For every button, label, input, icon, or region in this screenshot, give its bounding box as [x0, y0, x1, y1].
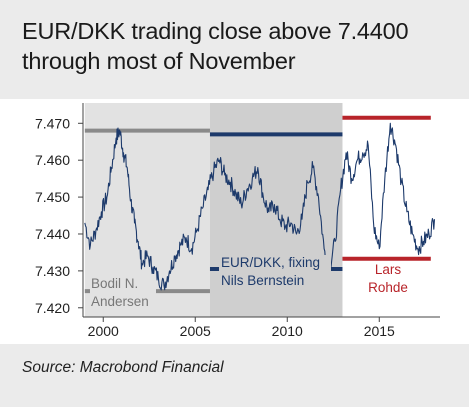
y-tick-label: 7.420 — [35, 300, 70, 316]
y-axis: 7.470 7.460 7.450 7.440 7.430 7.420 — [35, 103, 84, 317]
annotation-bodil: Bodil N. Andersen — [91, 276, 149, 309]
annotation-bodil-line: Bodil N. — [91, 276, 138, 291]
annotation-bg-bodil — [90, 274, 156, 310]
y-tick-label: 7.430 — [35, 263, 70, 279]
x-axis: 2000 2005 2010 2015 — [83, 316, 440, 339]
x-tick-label: 2015 — [364, 323, 395, 339]
annotation-rohde: Lars Rohde — [368, 262, 408, 295]
source-note: Source: Macrobond Financial — [22, 359, 224, 376]
annotation-rohde-line: Lars — [375, 262, 402, 277]
annotation-bodil-line: Andersen — [91, 294, 149, 309]
annotation-rohde-line: Rohde — [368, 280, 408, 295]
series-eurdkk — [84, 122, 436, 291]
annotation-bernstein-line: EUR/DKK, fixing — [221, 255, 320, 270]
y-tick-label: 7.440 — [35, 226, 70, 242]
chart-footer: Source: Macrobond Financial — [0, 344, 469, 407]
y-tick-label: 7.470 — [35, 115, 70, 131]
chart-header: EUR/DKK trading close above 7.4400 throu… — [0, 0, 469, 99]
x-tick-label: 2010 — [272, 323, 303, 339]
chart-title: EUR/DKK trading close above 7.4400 throu… — [22, 18, 409, 74]
y-tick-label: 7.460 — [35, 152, 70, 168]
annotation-bernstein-line: Nils Bernstein — [221, 273, 304, 288]
x-tick-label: 2000 — [88, 323, 119, 339]
period-annotations: Bodil N. Andersen EUR/DKK, fixing Nils Bern… — [90, 255, 412, 310]
annotation-bernstein: EUR/DKK, fixing Nils Bernstein — [221, 255, 320, 288]
y-tick-label: 7.450 — [35, 189, 70, 205]
x-tick-label: 2005 — [180, 323, 211, 339]
annotation-bg-rohde — [364, 262, 412, 298]
series-line-eurdkk — [84, 122, 436, 291]
annotation-bg-bernstein — [219, 255, 331, 293]
